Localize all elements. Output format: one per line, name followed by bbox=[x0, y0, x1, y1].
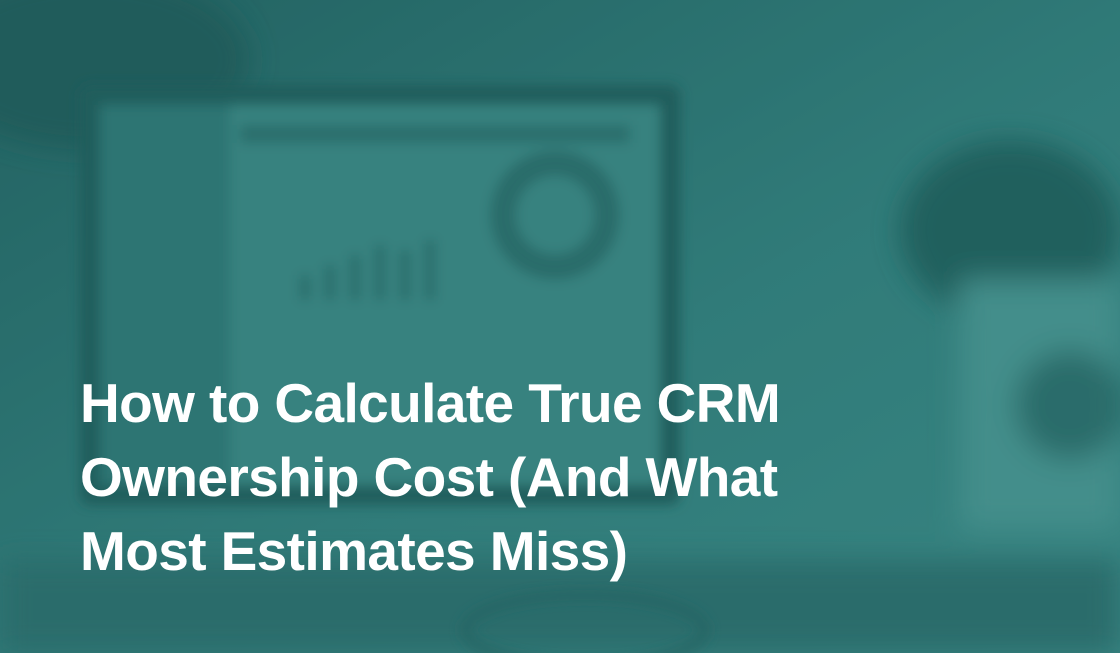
title-line: Most Estimates Miss) bbox=[80, 520, 628, 582]
title-line: Ownership Cost (And What bbox=[80, 446, 778, 508]
title-line: How to Calculate True CRM bbox=[80, 372, 781, 434]
article-title: How to Calculate True CRM Ownership Cost… bbox=[80, 366, 781, 588]
